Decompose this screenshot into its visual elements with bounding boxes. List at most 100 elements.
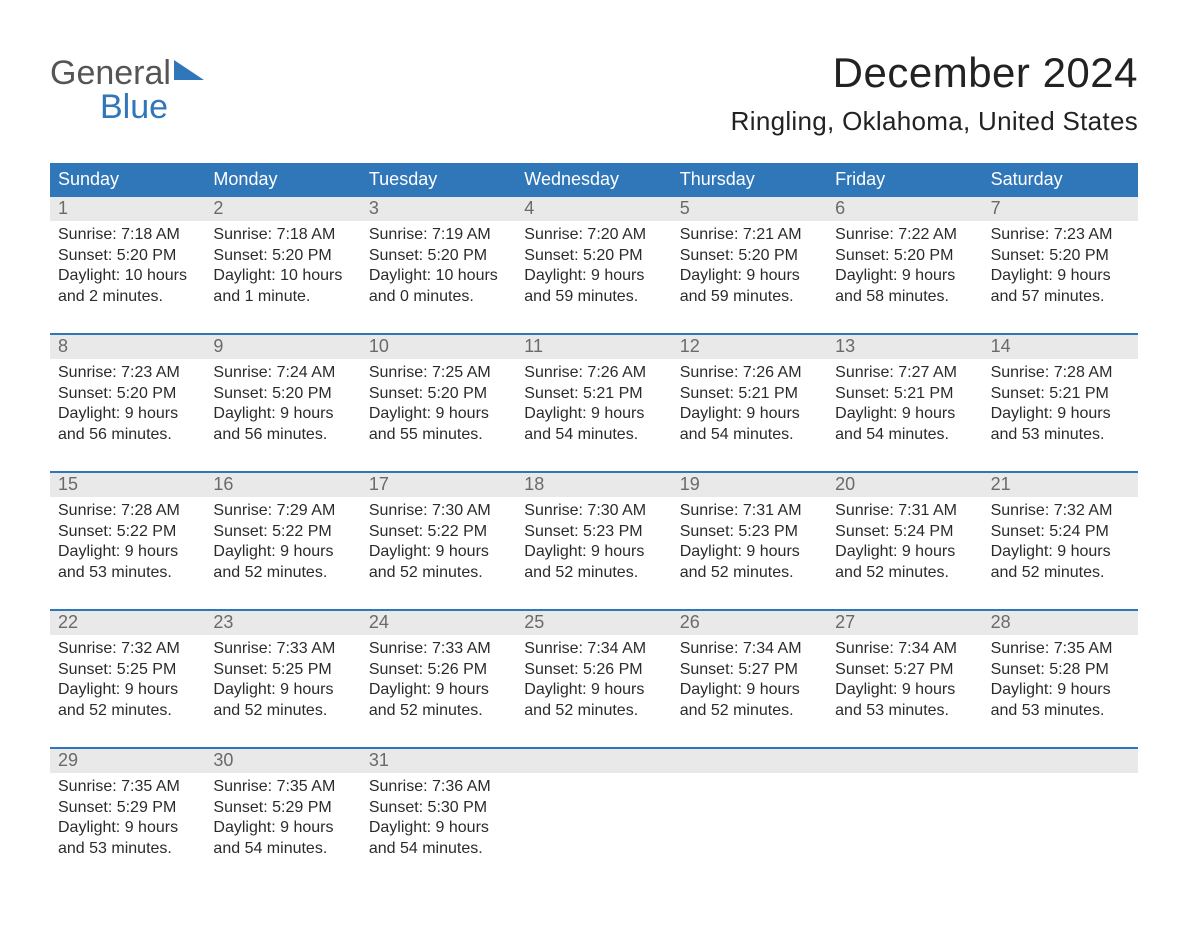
daylight-line-1: Daylight: 10 hours bbox=[213, 266, 352, 286]
week-row: 891011121314Sunrise: 7:23 AMSunset: 5:20… bbox=[50, 333, 1138, 451]
sunset-line: Sunset: 5:27 PM bbox=[835, 660, 974, 680]
day-detail-cell: Sunrise: 7:32 AMSunset: 5:24 PMDaylight:… bbox=[983, 497, 1138, 589]
sunrise-line: Sunrise: 7:32 AM bbox=[991, 501, 1130, 521]
weekday-header-cell: Monday bbox=[205, 163, 360, 197]
weekday-header-cell: Wednesday bbox=[516, 163, 671, 197]
daylight-line-1: Daylight: 9 hours bbox=[991, 266, 1130, 286]
day-detail-cell: Sunrise: 7:29 AMSunset: 5:22 PMDaylight:… bbox=[205, 497, 360, 589]
day-detail-cell: Sunrise: 7:28 AMSunset: 5:21 PMDaylight:… bbox=[983, 359, 1138, 451]
daylight-line-1: Daylight: 9 hours bbox=[524, 404, 663, 424]
day-detail-cell bbox=[983, 773, 1138, 865]
day-detail-cell: Sunrise: 7:33 AMSunset: 5:26 PMDaylight:… bbox=[361, 635, 516, 727]
day-number-row: 1234567 bbox=[50, 197, 1138, 221]
day-number-cell: 22 bbox=[50, 611, 205, 635]
daylight-line-2: and 52 minutes. bbox=[991, 563, 1130, 583]
day-detail-cell: Sunrise: 7:27 AMSunset: 5:21 PMDaylight:… bbox=[827, 359, 982, 451]
sunset-line: Sunset: 5:23 PM bbox=[680, 522, 819, 542]
sunset-line: Sunset: 5:20 PM bbox=[58, 384, 197, 404]
day-detail-cell: Sunrise: 7:33 AMSunset: 5:25 PMDaylight:… bbox=[205, 635, 360, 727]
day-detail-row: Sunrise: 7:32 AMSunset: 5:25 PMDaylight:… bbox=[50, 635, 1138, 727]
daylight-line-1: Daylight: 9 hours bbox=[680, 404, 819, 424]
weekday-header-row: SundayMondayTuesdayWednesdayThursdayFrid… bbox=[50, 163, 1138, 197]
daylight-line-1: Daylight: 9 hours bbox=[835, 542, 974, 562]
sunrise-line: Sunrise: 7:35 AM bbox=[991, 639, 1130, 659]
sunrise-line: Sunrise: 7:32 AM bbox=[58, 639, 197, 659]
day-detail-row: Sunrise: 7:35 AM Sunset: 5:29 PM Daylight:… bbox=[50, 773, 1138, 865]
sunrise-line: Sunrise: 7:23 AM bbox=[58, 363, 197, 383]
sunrise-line: Sunrise: 7:24 AM bbox=[213, 363, 352, 383]
day-detail-cell: Sunrise: 7:23 AMSunset: 5:20 PMDaylight:… bbox=[983, 221, 1138, 313]
sunrise-line: Sunrise: 7:19 AM bbox=[369, 225, 508, 245]
week-row: 293031 Sunrise: 7:35 AM Sunset: 5:29 PM Day… bbox=[50, 747, 1138, 865]
day-number-cell: 25 bbox=[516, 611, 671, 635]
day-number-cell: 16 bbox=[205, 473, 360, 497]
location-subtitle: Ringling, Oklahoma, United States bbox=[731, 106, 1138, 137]
day-detail-row: Sunrise: 7:28 AMSunset: 5:22 PMDaylight:… bbox=[50, 497, 1138, 589]
daylight-line-2: and 2 minutes. bbox=[58, 287, 197, 307]
weekday-header-cell: Sunday bbox=[50, 163, 205, 197]
day-detail-cell bbox=[827, 773, 982, 865]
logo-flag-icon bbox=[174, 60, 204, 80]
sunrise-line: Sunrise: 7:34 AM bbox=[835, 639, 974, 659]
day-number-cell: 23 bbox=[205, 611, 360, 635]
sunrise-line: Sunrise: 7:34 AM bbox=[680, 639, 819, 659]
day-number-cell: 14 bbox=[983, 335, 1138, 359]
daylight-line-2: and 54 minutes. bbox=[369, 839, 508, 859]
sunset-line: Sunset: 5:22 PM bbox=[58, 522, 197, 542]
daylight-line-2: and 52 minutes. bbox=[369, 701, 508, 721]
weekday-header-cell: Friday bbox=[827, 163, 982, 197]
daylight-line-1: Daylight: 9 hours bbox=[213, 818, 352, 838]
day-number-cell: 21 bbox=[983, 473, 1138, 497]
sunset-line: Sunset: 5:29 PM bbox=[58, 798, 197, 818]
daylight-line-2: and 53 minutes. bbox=[991, 425, 1130, 445]
day-detail-cell: Sunrise: 7:30 AMSunset: 5:23 PMDaylight:… bbox=[516, 497, 671, 589]
day-number-cell bbox=[827, 749, 982, 773]
day-number-cell: 4 bbox=[516, 197, 671, 221]
day-number-row: 293031 bbox=[50, 749, 1138, 773]
day-detail-cell: Sunrise: 7:18 AMSunset: 5:20 PMDaylight:… bbox=[50, 221, 205, 313]
day-number-row: 22232425262728 bbox=[50, 611, 1138, 635]
daylight-line-1: Daylight: 9 hours bbox=[680, 680, 819, 700]
day-detail-cell: Sunrise: 7:21 AMSunset: 5:20 PMDaylight:… bbox=[672, 221, 827, 313]
calendar-table: SundayMondayTuesdayWednesdayThursdayFrid… bbox=[50, 163, 1138, 865]
daylight-line-1: Daylight: 9 hours bbox=[58, 404, 197, 424]
daylight-line-1: Daylight: 9 hours bbox=[58, 542, 197, 562]
sunset-line: Sunset: 5:22 PM bbox=[369, 522, 508, 542]
daylight-line-2: and 54 minutes. bbox=[213, 839, 352, 859]
daylight-line-1: Daylight: 9 hours bbox=[680, 542, 819, 562]
sunset-line: Sunset: 5:20 PM bbox=[58, 246, 197, 266]
sunset-line: Sunset: 5:20 PM bbox=[524, 246, 663, 266]
day-detail-cell: Sunrise: 7:31 AMSunset: 5:23 PMDaylight:… bbox=[672, 497, 827, 589]
weekday-header-cell: Thursday bbox=[672, 163, 827, 197]
day-number-cell: 12 bbox=[672, 335, 827, 359]
sunset-line: Sunset: 5:20 PM bbox=[991, 246, 1130, 266]
title-block: December 2024 Ringling, Oklahoma, United… bbox=[731, 50, 1138, 137]
sunrise-line: Sunrise: 7:34 AM bbox=[524, 639, 663, 659]
sunset-line: Sunset: 5:20 PM bbox=[369, 384, 508, 404]
day-number-row: 15161718192021 bbox=[50, 473, 1138, 497]
day-number-cell: 6 bbox=[827, 197, 982, 221]
day-detail-cell: Sunrise: 7:34 AMSunset: 5:26 PMDaylight:… bbox=[516, 635, 671, 727]
day-detail-cell: Sunrise: 7:36 AMSunset: 5:30 PMDaylight:… bbox=[361, 773, 516, 865]
brand-logo: General Blue bbox=[50, 50, 204, 124]
day-number-cell: 9 bbox=[205, 335, 360, 359]
weekday-header-cell: Tuesday bbox=[361, 163, 516, 197]
day-number-cell: 15 bbox=[50, 473, 205, 497]
daylight-line-1: Daylight: 9 hours bbox=[680, 266, 819, 286]
day-number-cell bbox=[516, 749, 671, 773]
daylight-line-2: and 1 minute. bbox=[213, 287, 352, 307]
day-detail-cell: Sunrise: 7:25 AMSunset: 5:20 PMDaylight:… bbox=[361, 359, 516, 451]
daylight-line-2: and 57 minutes. bbox=[991, 287, 1130, 307]
sunrise-line: Sunrise: 7:25 AM bbox=[369, 363, 508, 383]
sunrise-line: Sunrise: 7:28 AM bbox=[58, 501, 197, 521]
daylight-line-1: Daylight: 9 hours bbox=[524, 680, 663, 700]
daylight-line-1: Daylight: 9 hours bbox=[213, 542, 352, 562]
sunrise-line: Sunrise: 7:35 AM bbox=[213, 777, 352, 797]
day-number-cell bbox=[983, 749, 1138, 773]
day-detail-cell: Sunrise: 7:31 AMSunset: 5:24 PMDaylight:… bbox=[827, 497, 982, 589]
sunrise-line: Sunrise: 7:18 AM bbox=[58, 225, 197, 245]
daylight-line-2: and 52 minutes. bbox=[835, 563, 974, 583]
daylight-line-2: and 52 minutes. bbox=[680, 563, 819, 583]
sunrise-line: Sunrise: 7:18 AM bbox=[213, 225, 352, 245]
sunrise-line: Sunrise: 7:30 AM bbox=[369, 501, 508, 521]
